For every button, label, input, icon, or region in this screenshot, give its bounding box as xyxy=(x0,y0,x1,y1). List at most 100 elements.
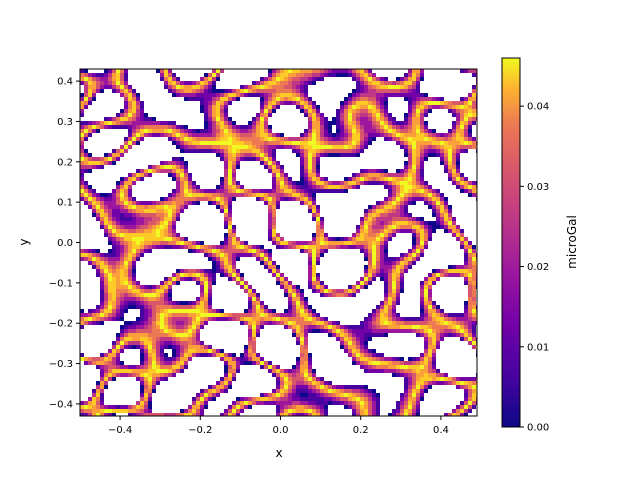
heatmap-cell xyxy=(284,285,288,289)
heatmap-cell xyxy=(300,293,304,297)
heatmap-cell xyxy=(188,93,192,97)
heatmap-cell xyxy=(112,309,116,313)
heatmap-cell xyxy=(368,257,372,261)
heatmap-cell xyxy=(132,257,136,261)
heatmap-cell xyxy=(228,149,232,153)
heatmap-cell xyxy=(208,289,212,293)
heatmap-cell xyxy=(264,109,268,113)
heatmap-cell xyxy=(336,109,340,113)
heatmap-cell xyxy=(132,293,136,297)
heatmap-cell xyxy=(360,97,364,101)
heatmap-cell xyxy=(276,185,280,189)
heatmap-cell xyxy=(408,385,412,389)
heatmap-cell xyxy=(100,365,104,369)
heatmap-cell xyxy=(408,129,412,133)
heatmap-cell xyxy=(324,117,328,121)
heatmap-cell xyxy=(428,381,432,385)
heatmap-cell xyxy=(264,161,268,165)
heatmap-cell xyxy=(444,141,448,145)
heatmap-cell xyxy=(256,361,260,365)
heatmap-cell xyxy=(412,201,416,205)
heatmap-cell xyxy=(400,205,404,209)
heatmap-cell xyxy=(384,169,388,173)
heatmap-cell xyxy=(420,365,424,369)
heatmap-cell xyxy=(296,317,300,321)
heatmap-cell xyxy=(444,101,448,105)
heatmap-cell xyxy=(284,277,288,281)
heatmap-cell xyxy=(268,217,272,221)
heatmap-cell xyxy=(428,317,432,321)
heatmap-cell xyxy=(176,217,180,221)
heatmap-cell xyxy=(260,321,264,325)
heatmap-cell xyxy=(372,309,376,313)
heatmap-cell xyxy=(284,325,288,329)
heatmap-cell xyxy=(252,309,256,313)
heatmap-cell xyxy=(228,97,232,101)
heatmap-cell xyxy=(180,81,184,85)
colorbar-tick-label: 0.04 xyxy=(527,102,549,113)
heatmap-cell xyxy=(296,73,300,77)
heatmap-cell xyxy=(388,289,392,293)
heatmap-cell xyxy=(96,273,100,277)
heatmap-cell xyxy=(408,101,412,105)
heatmap-cell xyxy=(152,129,156,133)
heatmap-cell xyxy=(196,393,200,397)
heatmap-cell xyxy=(296,141,300,145)
heatmap-cell xyxy=(404,145,408,149)
heatmap-cell xyxy=(296,97,300,101)
heatmap-cell xyxy=(172,133,176,137)
heatmap-cell xyxy=(108,201,112,205)
heatmap-cell xyxy=(308,265,312,269)
heatmap-cell xyxy=(176,233,180,237)
heatmap-cell xyxy=(264,401,268,405)
heatmap-cell xyxy=(172,229,176,233)
heatmap-cell xyxy=(140,377,144,381)
heatmap-cell xyxy=(344,133,348,137)
heatmap-cell xyxy=(116,333,120,337)
heatmap-cell xyxy=(412,165,416,169)
heatmap-cell xyxy=(424,233,428,237)
heatmap-cell xyxy=(316,181,320,185)
heatmap-cell xyxy=(156,353,160,357)
heatmap-cell xyxy=(92,313,96,317)
heatmap-cell xyxy=(300,181,304,185)
heatmap-cell xyxy=(392,117,396,121)
heatmap-cell xyxy=(464,405,468,409)
heatmap-cell xyxy=(188,325,192,329)
heatmap-cell xyxy=(116,181,120,185)
heatmap-cell xyxy=(304,369,308,373)
heatmap-cell xyxy=(352,113,356,117)
heatmap-cell xyxy=(432,309,436,313)
heatmap-cell xyxy=(448,145,452,149)
heatmap-cell xyxy=(472,141,476,145)
heatmap-cell xyxy=(436,317,440,321)
heatmap-cell xyxy=(304,393,308,397)
heatmap-cell xyxy=(432,381,436,385)
heatmap-cell xyxy=(228,377,232,381)
heatmap-cell xyxy=(164,329,168,333)
heatmap-cell xyxy=(128,185,132,189)
heatmap-cell xyxy=(280,389,284,393)
heatmap-cell xyxy=(472,193,476,197)
heatmap-cell xyxy=(120,301,124,305)
heatmap-cell xyxy=(376,217,380,221)
heatmap-cell xyxy=(424,289,428,293)
heatmap-cell xyxy=(364,257,368,261)
heatmap-cell xyxy=(360,149,364,153)
heatmap-cell xyxy=(160,169,164,173)
heatmap-cell xyxy=(288,301,292,305)
heatmap-cell xyxy=(224,373,228,377)
heatmap-cell xyxy=(236,153,240,157)
heatmap-cell xyxy=(460,377,464,381)
heatmap-cell xyxy=(192,305,196,309)
heatmap-cell xyxy=(204,313,208,317)
heatmap-cell xyxy=(112,73,116,77)
heatmap-cell xyxy=(304,85,308,89)
heatmap-cell xyxy=(432,353,436,357)
heatmap-cell xyxy=(192,317,196,321)
heatmap-cell xyxy=(196,129,200,133)
heatmap-cell xyxy=(364,337,368,341)
heatmap-cell xyxy=(340,105,344,109)
heatmap-cell xyxy=(288,401,292,405)
heatmap-cell xyxy=(428,105,432,109)
